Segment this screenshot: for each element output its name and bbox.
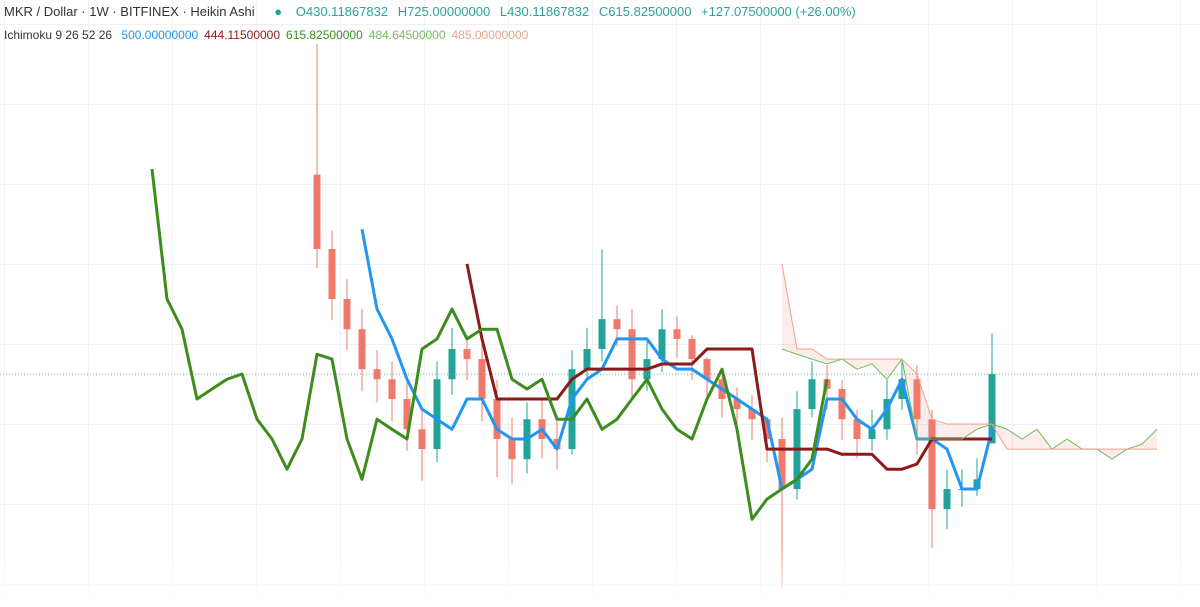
candle-body bbox=[493, 399, 501, 439]
candle-body bbox=[658, 329, 666, 360]
candle-body bbox=[763, 419, 771, 439]
indicator-line bbox=[781, 348, 1158, 460]
candle-body bbox=[463, 349, 471, 360]
candle-body bbox=[673, 329, 681, 339]
candle-body bbox=[748, 409, 756, 420]
candle-body bbox=[943, 489, 951, 510]
candle-body bbox=[613, 319, 621, 330]
candle-body bbox=[568, 369, 576, 450]
candle-body bbox=[313, 174, 321, 249]
candle-body bbox=[733, 399, 741, 410]
candle-body bbox=[808, 379, 816, 410]
indicator-value: 500.00000000 bbox=[121, 28, 199, 42]
indicator-header: Ichimoku 9 26 52 26 500.00000000 444.1150… bbox=[4, 28, 534, 42]
candle-body bbox=[343, 298, 351, 330]
indicator-value: 484.64500000 bbox=[368, 28, 446, 42]
indicator-label[interactable]: Ichimoku 9 26 52 26 bbox=[4, 28, 113, 42]
indicator-line bbox=[150, 168, 829, 521]
candle-body bbox=[328, 248, 336, 299]
candle-body bbox=[898, 379, 906, 400]
cloud bbox=[782, 263, 1157, 460]
status-dot: ● bbox=[274, 4, 283, 19]
candle-body bbox=[928, 419, 936, 510]
candle-body bbox=[838, 388, 846, 420]
ohlc-open: O430.11867832 bbox=[295, 4, 389, 19]
candle-body bbox=[418, 429, 426, 450]
indicator-value: 444.11500000 bbox=[204, 28, 281, 42]
indicator-value: 615.82500000 bbox=[286, 28, 363, 42]
candle-body bbox=[448, 349, 456, 380]
bottom-fade bbox=[0, 547, 1200, 607]
candle-body bbox=[388, 379, 396, 400]
indicator-line bbox=[781, 263, 1157, 450]
candle-body bbox=[688, 338, 696, 360]
indicator-line bbox=[360, 228, 994, 491]
symbol-header: MKR / Dollar · 1W · BITFINEX · Heikin As… bbox=[4, 4, 862, 19]
candle-body bbox=[703, 359, 711, 380]
candle-body bbox=[778, 438, 786, 490]
candle-body bbox=[628, 329, 636, 380]
candle-body bbox=[478, 359, 486, 400]
candle-body bbox=[403, 399, 411, 430]
ohlc-change: +127.07500000 (+26.00%) bbox=[701, 4, 856, 19]
candle-body bbox=[883, 399, 891, 430]
candle-body bbox=[598, 319, 606, 350]
ohlc-low: L430.11867832 bbox=[499, 4, 590, 19]
symbol-title[interactable]: MKR / Dollar · 1W · BITFINEX · Heikin As… bbox=[4, 4, 255, 19]
candle-body bbox=[853, 419, 861, 439]
candle-body bbox=[433, 379, 441, 450]
candle-body bbox=[373, 369, 381, 380]
candle-body bbox=[868, 429, 876, 439]
indicator-value: 485.00000000 bbox=[451, 28, 529, 42]
candle-body bbox=[913, 379, 921, 420]
candle-body bbox=[583, 349, 591, 370]
candle-body bbox=[358, 329, 366, 370]
ohlc-high: H725.00000000 bbox=[397, 4, 491, 19]
indicator-line bbox=[465, 263, 992, 471]
ohlc-close: C615.82500000 bbox=[598, 4, 692, 19]
candle-body bbox=[508, 438, 516, 460]
candle-body bbox=[988, 374, 996, 444]
